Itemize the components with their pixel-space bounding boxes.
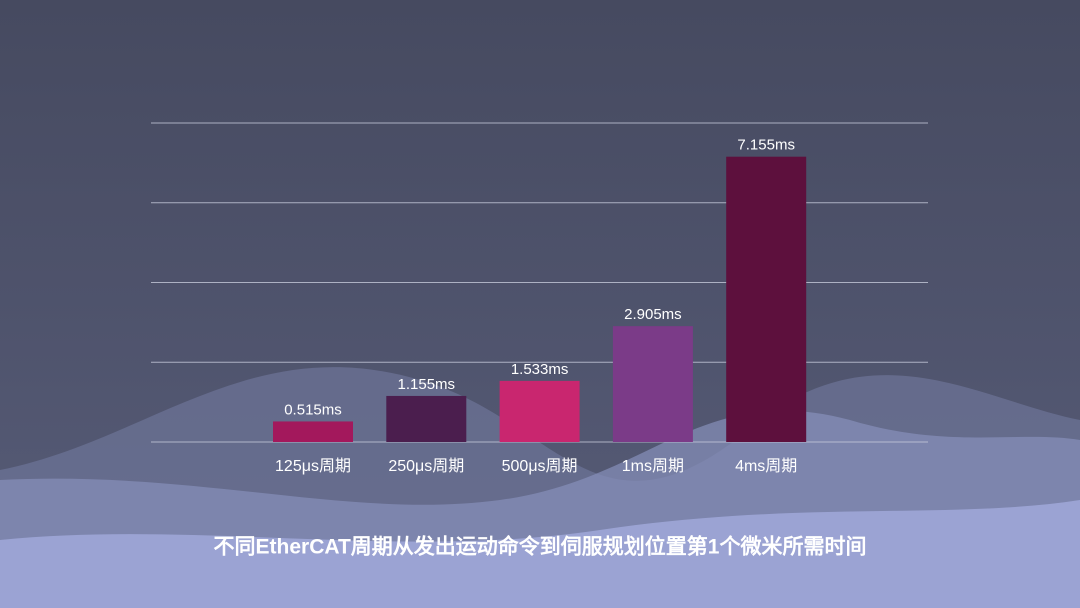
bar <box>612 326 693 442</box>
bar <box>386 395 467 442</box>
chart-title: 不同EtherCAT周期从发出运动命令到伺服规划位置第1个微米所需时间 <box>214 535 867 559</box>
value-label: 1.533ms <box>511 361 569 378</box>
x-tick-label: 500μs周期 <box>502 457 578 475</box>
x-tick-label: 125μs周期 <box>275 457 351 475</box>
x-tick-label: 4ms周期 <box>735 457 797 475</box>
bar <box>726 156 807 442</box>
value-label: 0.515ms <box>284 401 342 418</box>
value-label: 7.155ms <box>737 137 795 154</box>
bar <box>499 380 580 442</box>
x-tick-label: 250μs周期 <box>388 457 464 475</box>
x-tick-label: 1ms周期 <box>622 457 684 475</box>
value-label: 2.905ms <box>624 306 682 323</box>
bar <box>273 421 353 442</box>
value-label: 1.155ms <box>398 376 456 393</box>
wave <box>0 500 1080 608</box>
